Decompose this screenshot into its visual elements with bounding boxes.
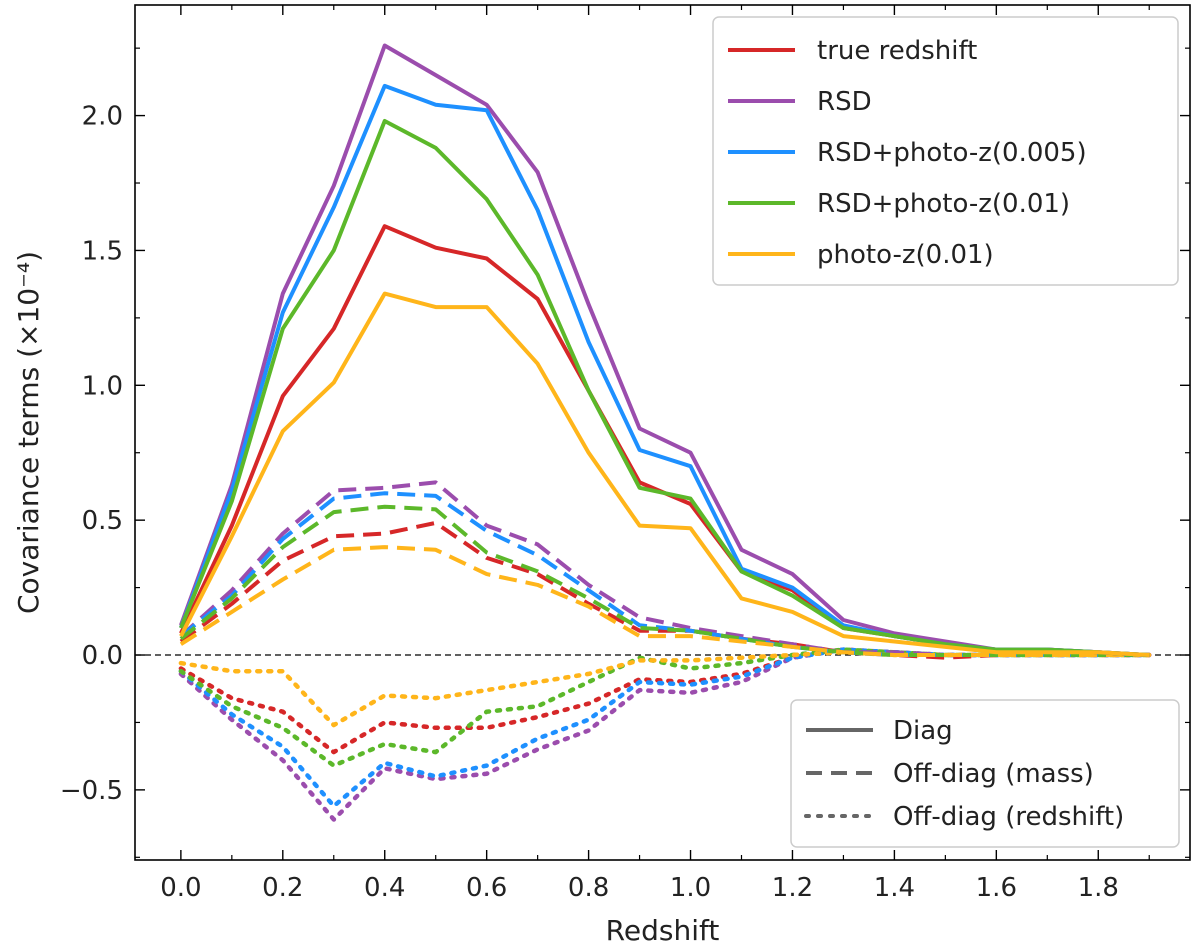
series-1-offdiag_mass-line bbox=[179, 480, 1150, 657]
x-tick-label: 1.2 bbox=[772, 873, 813, 903]
series-1-offdiag_redshift-line bbox=[178, 647, 1152, 822]
style-legend-label-solid: Diag bbox=[893, 716, 953, 746]
style-legend-label-dashed: Off-diag (mass) bbox=[893, 759, 1094, 789]
axes-layer: 0.0 0.2 0.4 0.6 0.8 1.0 1.2 1.4 1.6 1.8 −0.5 0.0 0.5… bbox=[12, 4, 1191, 946]
x-axis-title: Redshift bbox=[606, 914, 720, 946]
series-3-offdiag_mass-line bbox=[179, 504, 1150, 657]
x-tick-label: 1.6 bbox=[976, 873, 1017, 903]
y-axis-title: Covariance terms (×10⁻⁴) bbox=[12, 251, 45, 614]
legend-layer: true redshift RSD RSD+photo-z(0.005) RSD+ph… bbox=[712, 16, 1180, 848]
y-tick-label: 2.0 bbox=[82, 102, 123, 132]
x-tick-label: 1.4 bbox=[874, 873, 915, 903]
y-tick-label: 0.0 bbox=[82, 641, 123, 671]
legend-label-4: photo-z(0.01) bbox=[817, 240, 994, 270]
legend-label-3: RSD+photo-z(0.01) bbox=[817, 189, 1070, 219]
y-tick-label: 1.0 bbox=[82, 371, 123, 401]
x-tick-label: 0.4 bbox=[364, 873, 405, 903]
legend-label-0: true redshift bbox=[817, 36, 977, 66]
y-tick-label: −0.5 bbox=[60, 776, 123, 806]
series-4-offdiag_mass-line bbox=[179, 545, 1150, 657]
x-tick-label: 1.0 bbox=[670, 873, 711, 903]
legend-label-1: RSD bbox=[817, 87, 872, 117]
legend-label-2: RSD+photo-z(0.005) bbox=[817, 138, 1087, 168]
series-legend-box bbox=[712, 16, 1179, 286]
x-tick-label: 0.0 bbox=[160, 873, 201, 903]
plot-lines bbox=[135, 43, 1190, 822]
x-tick-label: 0.2 bbox=[262, 873, 303, 903]
plot-frame bbox=[134, 4, 1191, 861]
y-tick-label: 0.5 bbox=[82, 506, 123, 536]
style-legend-label-dotted: Off-diag (redshift) bbox=[893, 802, 1124, 832]
series-4-offdiag_redshift-line bbox=[178, 650, 1152, 728]
series-4-diag-line bbox=[179, 291, 1150, 657]
style-legend-box bbox=[790, 699, 1180, 848]
x-tick-label: 0.8 bbox=[568, 873, 609, 903]
y-tick-label: 1.5 bbox=[82, 236, 123, 266]
x-tick-label: 0.6 bbox=[466, 873, 507, 903]
series-3-diag-line bbox=[179, 119, 1150, 657]
x-tick-label: 1.8 bbox=[1078, 873, 1119, 903]
